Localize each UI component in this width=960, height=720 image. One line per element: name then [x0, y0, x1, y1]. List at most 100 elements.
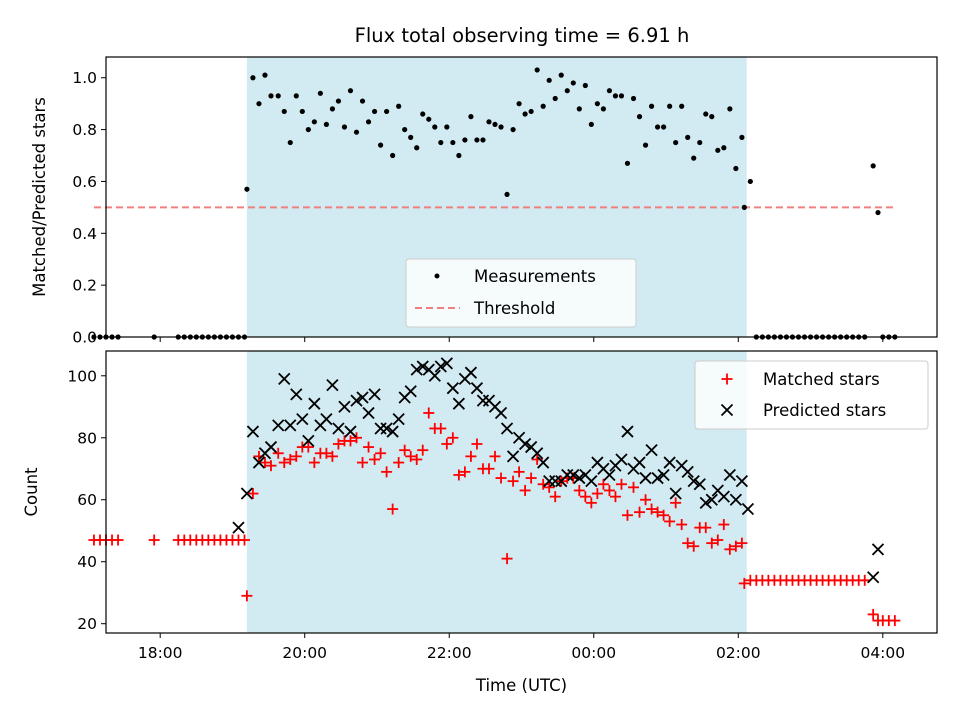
- matched-star-point: [393, 457, 405, 469]
- matched-star-point: [867, 608, 879, 620]
- y-tick-label: 0.6: [72, 173, 97, 191]
- measurement-point: [244, 186, 250, 192]
- predicted-star-point: [699, 496, 712, 509]
- x-tick: 20:00: [282, 633, 327, 662]
- predicted-star-point: [669, 487, 682, 500]
- count-y-ticks: 20 40 60 80 100: [67, 367, 106, 633]
- y-tick-label: 60: [77, 491, 97, 509]
- predicted-star-point: [434, 360, 447, 373]
- y-tick-label: 80: [77, 429, 97, 447]
- measurement-point: [709, 114, 715, 120]
- predicted-star-point: [871, 543, 885, 556]
- measurement-point: [510, 126, 516, 133]
- matched-star-point: [241, 590, 253, 602]
- measurement-point: [371, 108, 378, 115]
- predicted-star-point: [464, 366, 478, 379]
- measurement-point: [661, 124, 667, 130]
- matched-star-point: [453, 469, 465, 481]
- count-x-ticks: 18:00 20:00 22:00 00:00 02:00 04:00: [138, 633, 905, 662]
- predicted-star-point: [494, 406, 508, 420]
- measurement-point: [648, 103, 655, 109]
- y-tick: 0.8: [72, 121, 106, 139]
- matched-star-point: [483, 463, 495, 475]
- matched-star-point: [357, 457, 369, 469]
- matched-star-point: [465, 450, 477, 462]
- predicted-star-point: [681, 465, 694, 478]
- matched-star-point: [417, 444, 429, 456]
- matched-star-point: [597, 478, 609, 490]
- predicted-star-point: [350, 394, 363, 407]
- measurement-point: [384, 108, 390, 115]
- predicted-star-point: [290, 388, 303, 401]
- x-tick: 22:00: [427, 633, 472, 662]
- measurement-point: [432, 124, 438, 130]
- measurement-point: [462, 137, 468, 143]
- measurement-point: [540, 103, 546, 109]
- count-y-axis-label: Count: [22, 467, 41, 517]
- predicted-star-point: [603, 468, 616, 482]
- predicted-star-point: [278, 372, 291, 386]
- predicted-star-point: [639, 471, 652, 485]
- predicted-star-point: [518, 437, 532, 451]
- x-tick: 04:00: [860, 633, 905, 662]
- matched-star-point: [471, 438, 483, 450]
- predicted-star-point: [735, 475, 749, 488]
- matched-star-point: [247, 488, 259, 500]
- matched-star-point: [332, 438, 344, 450]
- measurement-point: [426, 116, 432, 122]
- predicted-star-point: [428, 369, 441, 382]
- predicted-star-point: [416, 360, 429, 373]
- matched-star-point: [525, 472, 537, 484]
- y-tick: 20: [77, 615, 106, 633]
- measurement-point: [420, 111, 426, 117]
- measurement-point: [552, 95, 558, 102]
- measurement-point: [534, 67, 540, 73]
- matched-star-point: [634, 506, 646, 518]
- predicted-star-point: [470, 382, 484, 395]
- measurement-point: [618, 93, 625, 99]
- predicted-stars-points: [232, 357, 885, 584]
- legend-measurements-label: Measurements: [474, 267, 596, 286]
- matched-star-point: [738, 577, 750, 589]
- y-tick-label: 40: [77, 553, 97, 571]
- measurement-point: [474, 137, 480, 143]
- y-tick: 0.4: [72, 225, 106, 243]
- legend-matched-label: Matched stars: [763, 370, 880, 389]
- predicted-star-point: [320, 413, 333, 426]
- predicted-star-point: [344, 425, 357, 438]
- measurement-point: [727, 106, 733, 112]
- predicted-star-point: [252, 456, 266, 469]
- matched-star-point: [381, 466, 393, 478]
- matched-star-point: [658, 509, 670, 521]
- measurement-point: [691, 155, 697, 161]
- predicted-star-point: [410, 363, 423, 376]
- matched-star-point: [265, 460, 277, 472]
- predicted-star-point: [663, 456, 676, 469]
- matched-star-point: [603, 484, 615, 496]
- matched-star-point: [513, 466, 525, 478]
- predicted-star-point: [386, 425, 399, 438]
- predicted-star-point: [561, 468, 574, 482]
- matched-star-point: [609, 491, 621, 503]
- matched-star-point: [664, 515, 676, 527]
- measurement-point: [739, 134, 745, 140]
- matched-star-point: [489, 450, 501, 462]
- predicted-star-point: [392, 413, 405, 426]
- predicted-star-point: [537, 456, 550, 469]
- ratio-measurement-points: [91, 67, 898, 340]
- measurement-point: [558, 72, 564, 78]
- matched-star-point: [682, 537, 694, 549]
- y-tick: 40: [77, 553, 106, 571]
- ratio-y-ticks: 0.0 0.2 0.4 0.6 0.8 1.0: [72, 69, 106, 347]
- matched-star-point: [290, 450, 302, 462]
- y-tick-label: 20: [77, 615, 97, 633]
- matched-star-point: [730, 540, 742, 552]
- measurement-point: [444, 124, 450, 130]
- y-tick: 0.6: [72, 173, 106, 191]
- predicted-star-point: [633, 456, 646, 469]
- measurement-point: [741, 204, 747, 210]
- measurement-point: [456, 152, 462, 159]
- matched-star-point: [628, 481, 640, 493]
- predicted-star-point: [585, 475, 598, 488]
